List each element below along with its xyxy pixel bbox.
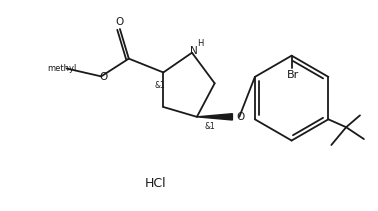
- Polygon shape: [197, 114, 232, 120]
- Text: O: O: [236, 112, 245, 122]
- Text: O: O: [116, 17, 124, 27]
- Text: O: O: [99, 72, 107, 82]
- Text: Br: Br: [287, 70, 299, 80]
- Text: HCl: HCl: [145, 177, 166, 191]
- Text: methyl: methyl: [47, 64, 76, 73]
- Text: &1: &1: [154, 81, 165, 90]
- Text: N: N: [190, 46, 198, 56]
- Text: H: H: [197, 39, 203, 48]
- Text: &1: &1: [205, 122, 215, 131]
